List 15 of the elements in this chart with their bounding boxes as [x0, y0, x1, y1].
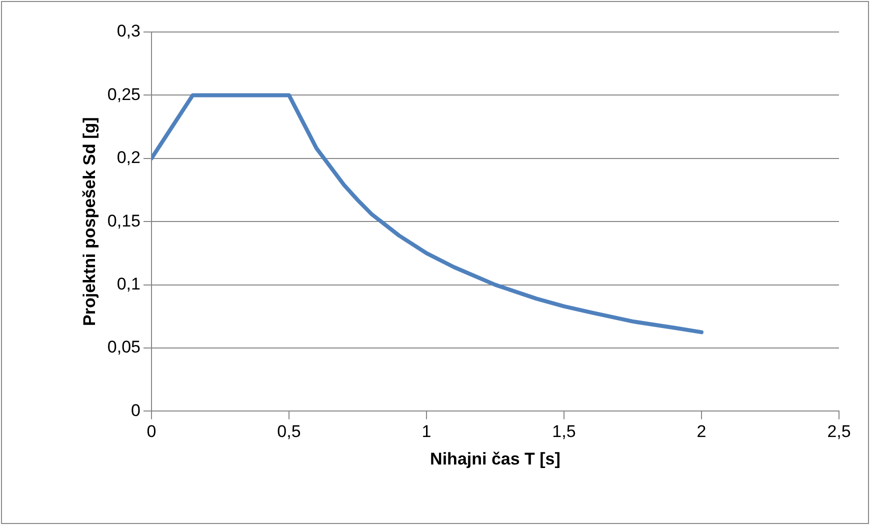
x-tick-label: 1,5	[552, 422, 576, 442]
x-tick-label: 0	[146, 422, 156, 442]
y-tick-label: 0,2	[116, 148, 140, 168]
x-tick-label: 2,5	[827, 422, 851, 442]
x-tick-label: 1	[422, 422, 432, 442]
x-tick-label: 0,5	[277, 422, 301, 442]
y-tick-label: 0,05	[107, 338, 140, 357]
y-tick-label: 0	[131, 400, 140, 420]
y-tick-label: 0,1	[116, 274, 140, 294]
x-axis-title: Nihajni čas T [s]	[430, 449, 560, 468]
y-tick-label: 0,25	[107, 84, 140, 104]
y-tick-label: 0,3	[116, 22, 140, 41]
y-axis-title: Projektni pospešek Sd [g]	[80, 117, 99, 326]
x-tick-label: 2	[696, 422, 706, 442]
y-tick-label: 0,15	[107, 211, 140, 230]
